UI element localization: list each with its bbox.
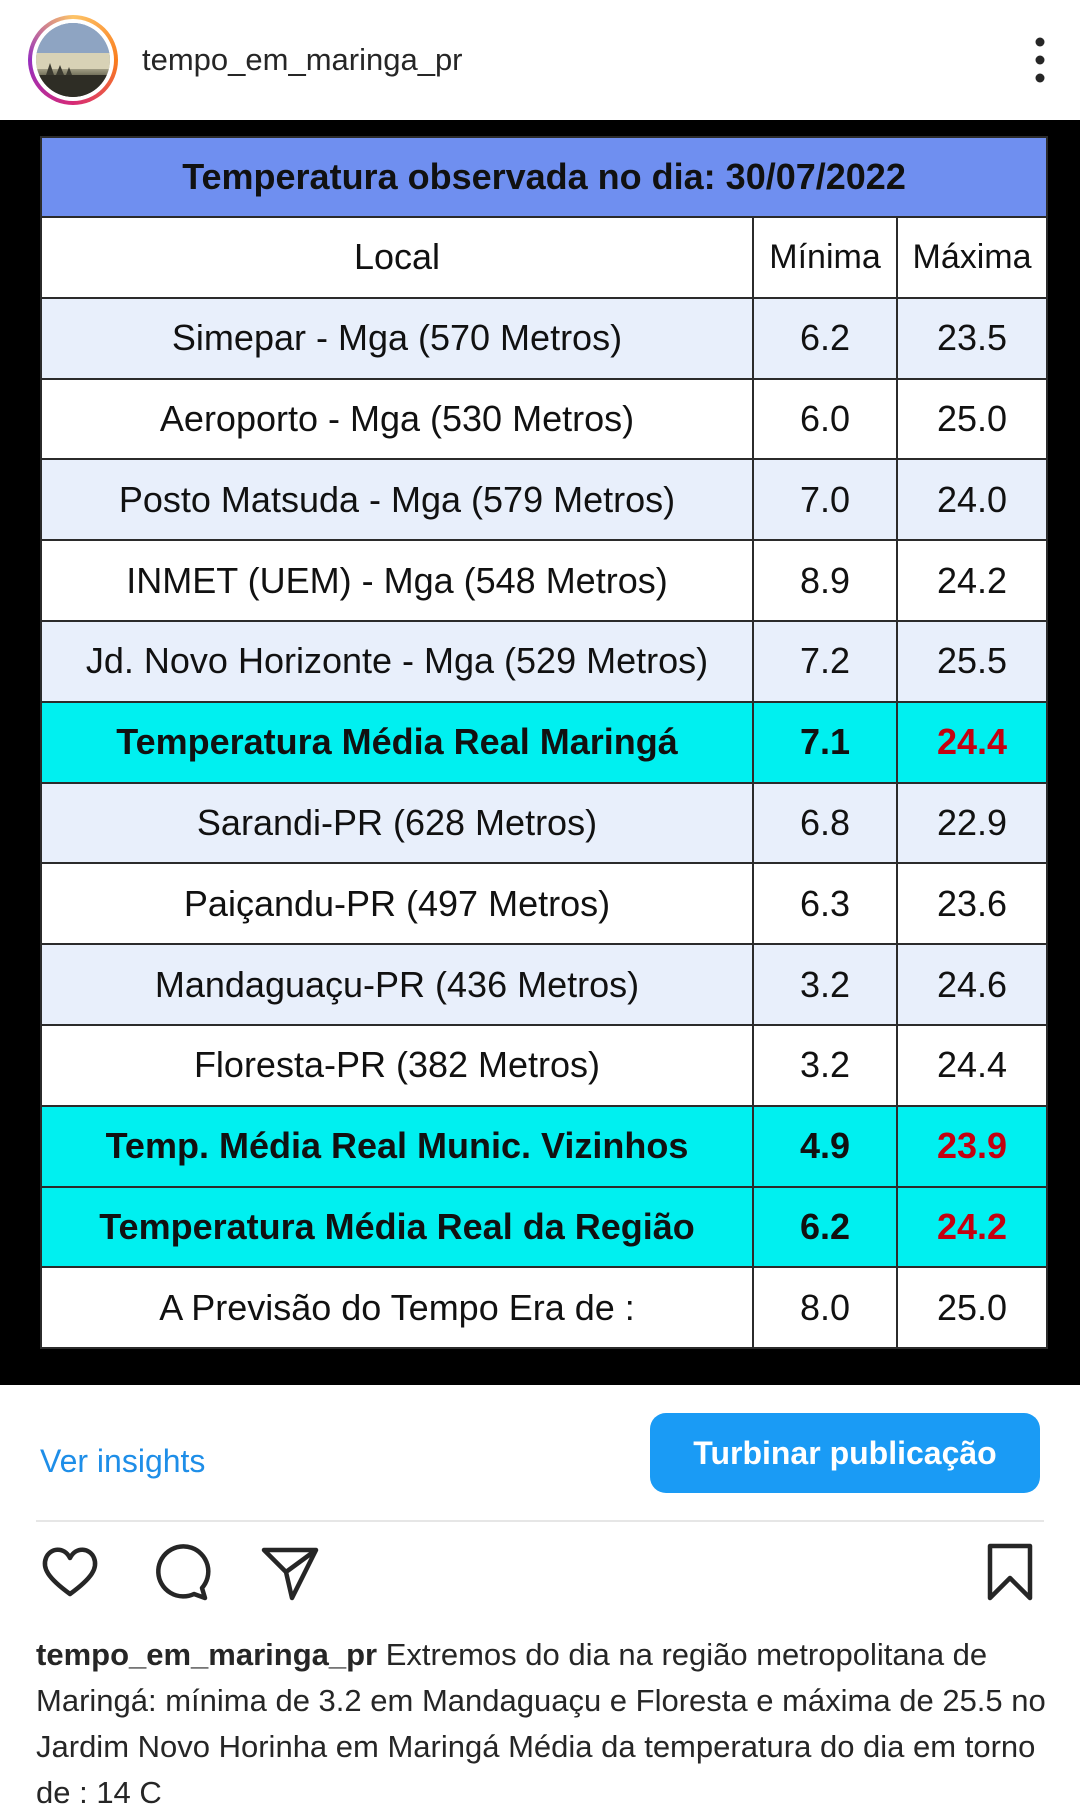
- row-local: Sarandi-PR (628 Metros): [40, 781, 754, 865]
- table-row: Floresta-PR (382 Metros) 3.2 24.4: [40, 1023, 1049, 1107]
- comment-icon[interactable]: [148, 1540, 212, 1604]
- temperature-table: Temperatura observada no dia: 30/07/2022…: [39, 136, 1049, 1350]
- row-local: Temperatura Média Real Maringá: [40, 700, 754, 784]
- avatar-image: [36, 23, 110, 97]
- row-min: 3.2: [752, 1023, 898, 1107]
- header-min: Mínima: [752, 216, 898, 299]
- row-max: 25.0: [895, 1266, 1049, 1350]
- table-row: INMET (UEM) - Mga (548 Metros) 8.9 24.2: [40, 539, 1049, 622]
- row-max: 24.0: [895, 458, 1049, 542]
- row-local: Temperatura Média Real da Região: [40, 1185, 754, 1269]
- caption-username[interactable]: tempo_em_maringa_pr: [36, 1637, 378, 1672]
- row-max: 25.5: [895, 619, 1049, 703]
- row-min: 8.9: [752, 539, 898, 622]
- row-min: 8.0: [752, 1266, 898, 1350]
- header-local: Local: [40, 216, 754, 299]
- row-max: 23.6: [895, 862, 1049, 946]
- row-max: 23.9: [895, 1104, 1049, 1188]
- table-row: Mandaguaçu-PR (436 Metros) 3.2 24.6: [40, 943, 1049, 1026]
- table-header-row: Local Mínima Máxima: [40, 216, 1049, 299]
- table-title: Temperatura observada no dia: 30/07/2022: [39, 136, 1049, 218]
- row-max: 23.5: [895, 296, 1049, 380]
- table-row-average-region: Temperatura Média Real da Região 6.2 24.…: [40, 1185, 1049, 1269]
- row-min: 7.1: [752, 700, 898, 784]
- more-vertical-icon[interactable]: [1030, 36, 1050, 84]
- row-local: A Previsão do Tempo Era de :: [40, 1266, 754, 1350]
- post-header: tempo_em_maringa_pr: [0, 0, 1080, 120]
- post-caption: tempo_em_maringa_pr Extremos do dia na r…: [36, 1632, 1046, 1816]
- caption-text: Extremos do dia na região metropolitana …: [36, 1637, 1046, 1810]
- row-local: Mandaguaçu-PR (436 Metros): [40, 943, 754, 1026]
- table-row: Sarandi-PR (628 Metros) 6.8 22.9: [40, 781, 1049, 865]
- row-local: Aeroporto - Mga (530 Metros): [40, 377, 754, 461]
- table-row-forecast: A Previsão do Tempo Era de : 8.0 25.0: [40, 1266, 1049, 1350]
- post-image[interactable]: Temperatura observada no dia: 30/07/2022…: [0, 120, 1080, 1385]
- row-min: 4.9: [752, 1104, 898, 1188]
- row-local: Simepar - Mga (570 Metros): [40, 296, 754, 380]
- row-min: 6.2: [752, 296, 898, 380]
- row-max: 22.9: [895, 781, 1049, 865]
- table-row-average-maringa: Temperatura Média Real Maringá 7.1 24.4: [40, 700, 1049, 784]
- header-max: Máxima: [895, 216, 1049, 299]
- table-row-average-neighbors: Temp. Média Real Munic. Vizinhos 4.9 23.…: [40, 1104, 1049, 1188]
- row-local: Temp. Média Real Munic. Vizinhos: [40, 1104, 754, 1188]
- row-max: 24.2: [895, 1185, 1049, 1269]
- row-min: 7.2: [752, 619, 898, 703]
- bookmark-icon[interactable]: [978, 1540, 1042, 1604]
- table-row: Paiçandu-PR (497 Metros) 6.3 23.6: [40, 862, 1049, 946]
- heart-icon[interactable]: [38, 1540, 102, 1604]
- table-row: Jd. Novo Horizonte - Mga (529 Metros) 7.…: [40, 619, 1049, 703]
- temperature-table-wrap: Temperatura observada no dia: 30/07/2022…: [39, 136, 1049, 1350]
- landscape-thumbnail-icon: [36, 23, 110, 97]
- insights-bar: Ver insights Turbinar publicação: [0, 1385, 1080, 1520]
- share-icon[interactable]: [258, 1540, 322, 1604]
- divider: [36, 1520, 1044, 1522]
- row-min: 6.3: [752, 862, 898, 946]
- row-min: 6.0: [752, 377, 898, 461]
- post-actions: [0, 1540, 1080, 1610]
- row-local: Jd. Novo Horizonte - Mga (529 Metros): [40, 619, 754, 703]
- avatar[interactable]: [28, 15, 118, 105]
- row-local: Paiçandu-PR (497 Metros): [40, 862, 754, 946]
- table-row: Aeroporto - Mga (530 Metros) 6.0 25.0: [40, 377, 1049, 461]
- boost-post-button[interactable]: Turbinar publicação: [650, 1413, 1040, 1493]
- table-title-row: Temperatura observada no dia: 30/07/2022: [39, 136, 1049, 218]
- row-max: 24.4: [895, 1023, 1049, 1107]
- row-min: 3.2: [752, 943, 898, 1026]
- row-max: 25.0: [895, 377, 1049, 461]
- row-min: 6.8: [752, 781, 898, 865]
- header-username[interactable]: tempo_em_maringa_pr: [142, 42, 463, 77]
- row-min: 7.0: [752, 458, 898, 542]
- row-max: 24.2: [895, 539, 1049, 622]
- row-local: Posto Matsuda - Mga (579 Metros): [40, 458, 754, 542]
- row-min: 6.2: [752, 1185, 898, 1269]
- table-row: Posto Matsuda - Mga (579 Metros) 7.0 24.…: [40, 458, 1049, 542]
- view-insights-link[interactable]: Ver insights: [40, 1443, 206, 1479]
- row-max: 24.6: [895, 943, 1049, 1026]
- row-local: Floresta-PR (382 Metros): [40, 1023, 754, 1107]
- table-row: Simepar - Mga (570 Metros) 6.2 23.5: [40, 296, 1049, 380]
- row-local: INMET (UEM) - Mga (548 Metros): [40, 539, 754, 622]
- row-max: 24.4: [895, 700, 1049, 784]
